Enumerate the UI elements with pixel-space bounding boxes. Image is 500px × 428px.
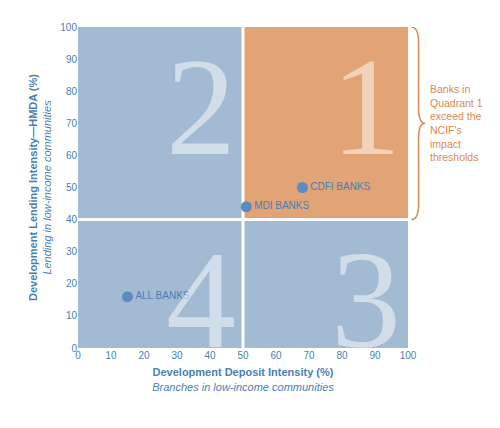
svg-text:70: 70: [303, 350, 315, 361]
svg-text:30: 30: [171, 350, 183, 361]
svg-text:1: 1: [331, 29, 401, 184]
svg-text:20: 20: [66, 278, 78, 289]
svg-text:Development Deposit Intensity: Development Deposit Intensity (%)Branche…: [152, 366, 334, 392]
svg-text:3: 3: [331, 222, 401, 377]
svg-text:90: 90: [369, 350, 381, 361]
svg-text:40: 40: [66, 214, 78, 225]
svg-text:20: 20: [138, 350, 150, 361]
svg-text:Development Lending Intensity—: Development Lending Intensity—HMDA (%)Le…: [27, 74, 53, 301]
svg-text:60: 60: [66, 150, 78, 161]
svg-text:ALL BANKS: ALL BANKS: [135, 290, 189, 301]
svg-text:30: 30: [66, 246, 78, 257]
svg-text:80: 80: [336, 350, 348, 361]
svg-text:60: 60: [270, 350, 282, 361]
svg-text:MDI BANKS: MDI BANKS: [254, 200, 309, 211]
svg-text:10: 10: [105, 350, 117, 361]
svg-text:10: 10: [66, 310, 78, 321]
svg-text:40: 40: [204, 350, 216, 361]
svg-text:0: 0: [71, 343, 77, 354]
svg-text:100: 100: [400, 350, 417, 361]
svg-text:80: 80: [66, 86, 78, 97]
svg-text:Banks inQuadrant 1exceed theNC: Banks inQuadrant 1exceed theNCIF'simpact…: [430, 83, 483, 163]
svg-text:50: 50: [237, 350, 249, 361]
svg-text:50: 50: [66, 182, 78, 193]
svg-text:CDFI BANKS: CDFI BANKS: [310, 181, 370, 192]
svg-text:4: 4: [166, 222, 236, 377]
svg-text:2: 2: [166, 29, 236, 184]
svg-text:70: 70: [66, 118, 78, 129]
svg-text:90: 90: [66, 54, 78, 65]
svg-text:0: 0: [75, 350, 81, 361]
svg-text:100: 100: [60, 22, 77, 33]
